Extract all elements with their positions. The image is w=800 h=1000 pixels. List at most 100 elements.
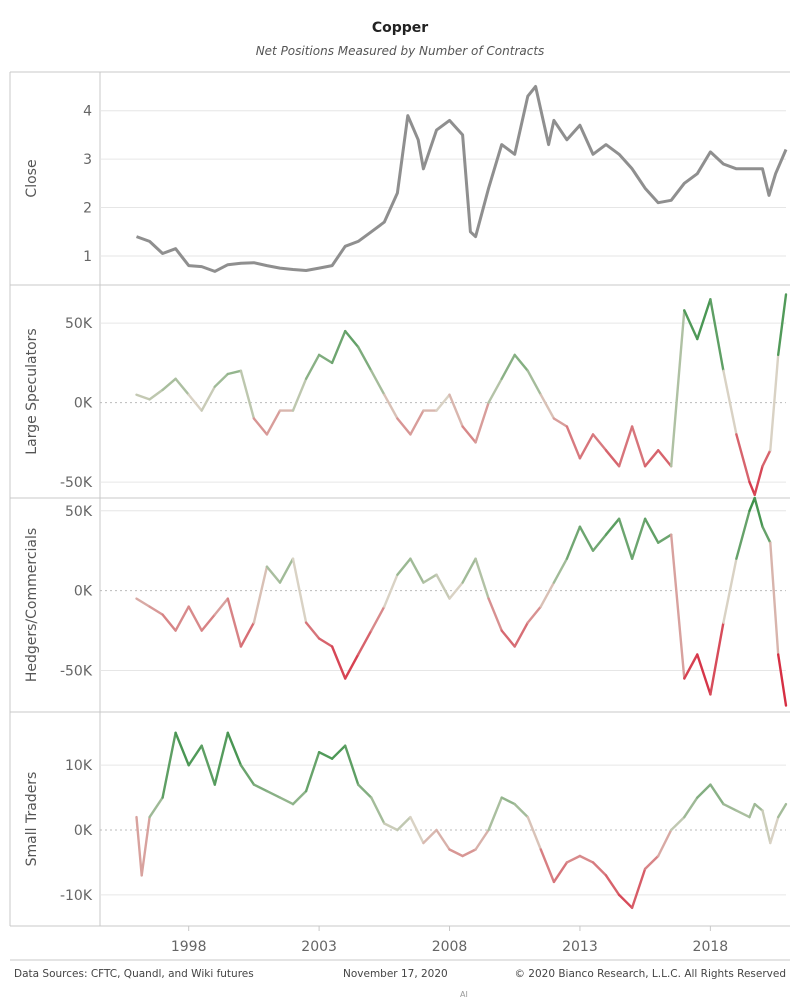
series-segment (565, 525, 582, 560)
series-segment (604, 874, 621, 897)
series-segment (291, 557, 308, 624)
series-segment (252, 783, 269, 793)
series-segment (135, 597, 151, 608)
series-segment (513, 621, 529, 648)
series-segment (777, 293, 788, 357)
series-segment (565, 854, 582, 864)
series-segment (409, 557, 425, 584)
y-tick-label: 0K (74, 584, 93, 600)
series-segment (448, 848, 464, 858)
series-segment (539, 848, 556, 884)
series-segment (187, 744, 203, 767)
series-segment (213, 731, 230, 786)
series-segment (409, 815, 425, 845)
series-segment (487, 796, 503, 832)
series-segment (777, 802, 788, 819)
series-segment (474, 828, 490, 851)
series-segment (748, 802, 756, 819)
series-segment (722, 557, 738, 624)
chart-title: Copper (371, 20, 429, 36)
series-segment (735, 509, 751, 560)
series-segment (539, 581, 556, 608)
series-segment (761, 525, 772, 544)
series-segment (769, 815, 780, 845)
series-segment (291, 377, 308, 412)
series-segment (761, 809, 772, 845)
series-segment (304, 751, 321, 793)
series-segment (526, 815, 542, 851)
series-segment (513, 802, 529, 819)
series-segment (213, 597, 230, 616)
series-segment (304, 621, 321, 640)
report-date: November 17, 2020 (343, 968, 448, 980)
series-segment (265, 789, 282, 799)
series-segment (500, 353, 516, 380)
series-segment (239, 621, 256, 648)
series-segment (753, 802, 764, 812)
y-tick-label: 50K (65, 504, 93, 520)
series-segment (526, 605, 542, 624)
series-segment (709, 783, 725, 806)
series-segment (696, 298, 712, 341)
series-segment (278, 796, 295, 806)
series-segment (448, 581, 464, 600)
series-segment (344, 653, 360, 680)
series-segment (265, 565, 282, 584)
series-segment (539, 393, 556, 420)
series-segment (591, 861, 608, 877)
y-tick-label: 0K (74, 823, 93, 839)
series-segment (304, 353, 321, 380)
series-segment (474, 557, 490, 600)
series-segment (435, 393, 451, 412)
series-segment (722, 369, 738, 436)
y-tick-label: -10K (60, 888, 93, 904)
series-segment (769, 541, 780, 656)
series-segment (657, 533, 673, 544)
series-segment (643, 854, 660, 871)
series-segment (696, 653, 712, 696)
data-sources-note: Data Sources: CFTC, Quandl, and Wiki fut… (14, 968, 254, 980)
series-segment (461, 848, 477, 858)
series-segment (422, 573, 438, 584)
series-segment (604, 449, 621, 468)
series-segment (344, 744, 360, 786)
series-segment (735, 809, 751, 819)
series-segment (161, 613, 177, 632)
y-tick-label: 2 (83, 201, 92, 217)
series-segment (161, 377, 177, 392)
y-axis-label: Close (24, 159, 40, 197)
x-tick-label: 2008 (432, 939, 468, 955)
y-axis-label: Hedgers/Commercials (24, 528, 40, 682)
series-segment (291, 789, 308, 806)
series-segment (357, 345, 373, 372)
series-segment (317, 353, 334, 365)
series-segment (265, 409, 282, 436)
series-segment (617, 893, 634, 909)
x-tick-label: 2003 (301, 939, 337, 955)
y-tick-label: -50K (60, 663, 93, 679)
series-segment (161, 731, 177, 799)
series-segment (552, 557, 569, 584)
series-segment (317, 637, 334, 648)
series-segment (748, 480, 756, 496)
series-segment (526, 369, 542, 396)
series-segment (461, 425, 477, 444)
series-segment (435, 828, 451, 851)
series-segment (200, 744, 217, 786)
ai-mark: AI (460, 990, 468, 999)
series-segment (252, 417, 269, 436)
series-segment (330, 744, 347, 760)
series-segment (213, 372, 230, 388)
series-segment (396, 815, 412, 832)
series-segment (396, 557, 412, 576)
series-segment (670, 815, 686, 832)
series-segment (187, 605, 203, 632)
series-segment (135, 393, 151, 401)
series-segment (565, 425, 582, 460)
series-segment (226, 597, 243, 648)
series-segment (226, 731, 243, 767)
series-segment (670, 309, 686, 468)
series-segment (630, 517, 647, 560)
series-segment (696, 783, 712, 799)
series-segment (643, 517, 660, 544)
